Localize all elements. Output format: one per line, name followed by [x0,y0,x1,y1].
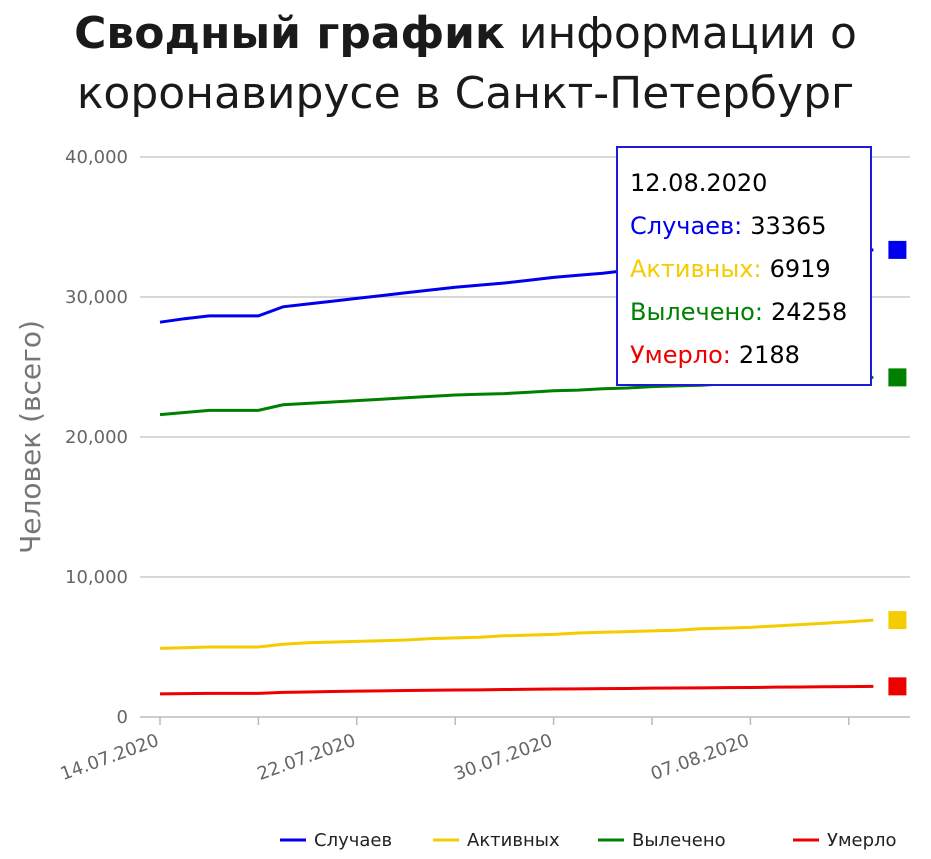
legend-label: Случаев [314,830,392,851]
tooltip-date: 12.08.2020 [630,169,768,197]
title-bold: Сводный график [74,8,505,59]
tooltip-label: Вылечено: [630,298,763,326]
series-end-marker [888,368,907,387]
tooltip-value: 2188 [738,341,800,369]
y-tick-label: 10,000 [65,567,128,588]
x-tick-label: 14.07.2020 [58,730,162,785]
y-axis-label: Человек (всего) [14,320,47,554]
x-tick-label: 22.07.2020 [254,730,358,785]
legend-label: Активных [467,830,560,851]
tooltip-value: 6919 [769,255,831,283]
legend-label: Умерло [827,830,897,851]
tooltip-label: Случаев: [630,212,743,240]
data-tooltip: 12.08.2020 Случаев: 33365 Активных: 6919 В… [616,146,872,386]
tooltip-row-cases: Случаев: 33365 [630,205,870,248]
tooltip-label: Умерло: [630,341,731,369]
tooltip-value: 24258 [770,298,848,326]
tooltip-label: Активных: [630,255,762,283]
tooltip-row-died: Умерло: 2188 [630,334,870,377]
title-line-2: коронавирусе в Санкт-Петербург [76,68,855,119]
x-tick-label: 07.08.2020 [648,730,752,785]
series-end-marker [888,677,907,696]
x-tick-label: 30.07.2020 [451,730,555,785]
tooltip-value: 33365 [750,212,827,240]
title-line-1: Сводный график информации о [0,4,931,64]
chart-title: Сводный график информации о коронавирусе… [0,4,931,124]
tooltip-row-recovered: Вылечено: 24258 [630,291,870,334]
y-tick-label: 20,000 [65,427,128,448]
series-line [159,684,874,696]
series-end-marker [888,240,907,259]
legend-label: Вылечено [632,830,726,851]
y-tick-label: 0 [117,707,128,728]
tooltip-row-active: Активных: 6919 [630,248,870,291]
title-normal: информации о [504,8,857,59]
y-tick-label: 30,000 [65,287,128,308]
series-end-marker [888,611,907,630]
y-tick-label: 40,000 [65,147,128,168]
series-line [159,618,874,650]
